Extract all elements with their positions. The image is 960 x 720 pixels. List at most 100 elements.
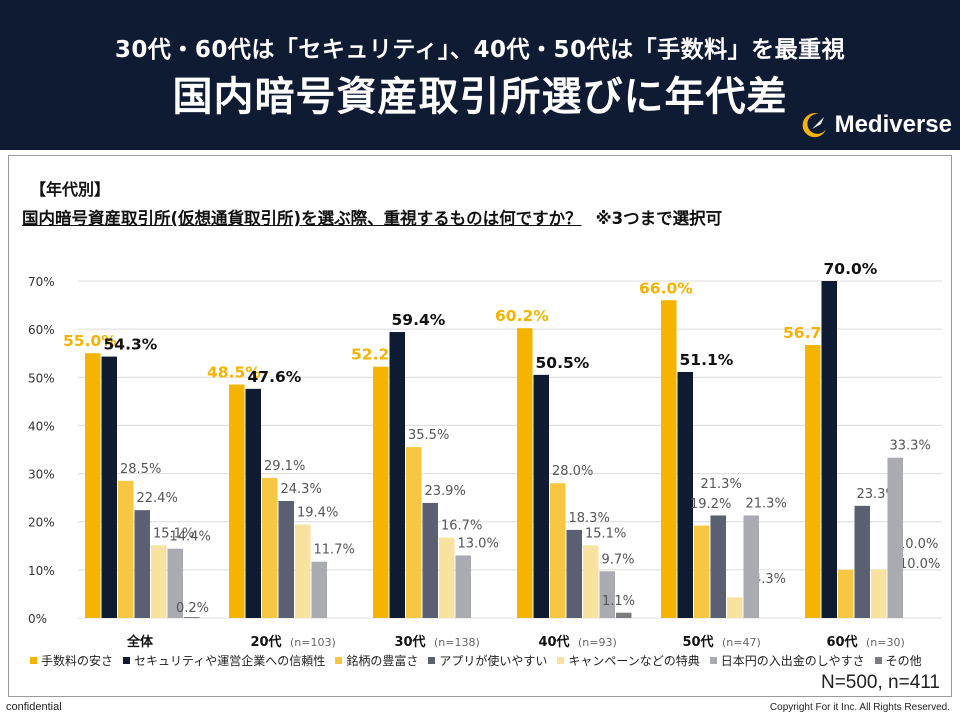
y-tick-label: 40%: [28, 419, 55, 433]
data-label: 21.3%: [701, 477, 742, 492]
bar: [134, 510, 150, 618]
bar: [710, 515, 726, 618]
bar: [85, 353, 101, 618]
bar: [229, 384, 245, 618]
data-label: 15.1%: [585, 526, 626, 541]
data-label: 0.2%: [176, 601, 209, 616]
bar: [101, 356, 117, 618]
data-label: 21.3%: [746, 496, 787, 511]
data-label: 13.0%: [458, 536, 499, 551]
bar: [599, 571, 615, 618]
legend-item: 手数料の安さ: [30, 652, 113, 669]
bar: [184, 617, 200, 618]
bar: [566, 529, 582, 618]
bar: [838, 569, 854, 618]
data-label: 47.6%: [248, 368, 302, 386]
legend-item: キャンペーンなどの特典: [557, 652, 700, 669]
y-tick-label: 10%: [28, 564, 55, 578]
survey-question: 国内暗号資産取引所(仮想通貨取引所)を選ぶ際、重視するものは何ですか？ ※3つまで…: [22, 205, 722, 229]
data-label: 16.7%: [441, 519, 482, 534]
legend-swatch: [874, 657, 882, 664]
data-label: 15.1%: [153, 526, 194, 541]
y-tick-label: 20%: [28, 516, 55, 530]
legend-label: 銘柄の豊富さ: [346, 654, 419, 668]
x-category-label: 20代: [250, 634, 281, 650]
data-label: 33.3%: [890, 439, 931, 454]
legend-label: アプリが使いやすい: [439, 654, 548, 668]
data-label: 55.0%: [63, 332, 117, 350]
legend-swatch: [123, 657, 131, 664]
legend-swatch: [709, 657, 717, 664]
header-banner: [0, 0, 960, 150]
data-label: 59.4%: [392, 311, 446, 329]
bar: [661, 300, 677, 618]
brand-logo: Mediverse: [799, 110, 952, 140]
bar: [118, 480, 134, 618]
legend-swatch: [428, 657, 436, 664]
chart-legend: 手数料の安さ セキュリティや運営企業への信頼性 銘柄の豊富さ アプリが使いやすい キャン…: [30, 652, 932, 669]
data-label: 28.5%: [120, 462, 161, 477]
header-subtitle: 30代・60代は「セキュリティ」、40代・50代は「手数料」を最重視: [114, 37, 846, 63]
data-label: 1.1%: [602, 594, 635, 609]
legend-swatch: [30, 657, 37, 664]
bar: [821, 281, 837, 618]
data-label: 24.3%: [281, 482, 322, 497]
data-label: 23.9%: [425, 484, 466, 499]
bar: [455, 555, 471, 618]
bar: [616, 612, 632, 618]
data-label: 48.5%: [207, 364, 261, 382]
bar: [743, 515, 759, 618]
legend-label: 手数料の安さ: [41, 654, 114, 668]
legend-label: その他: [885, 654, 922, 668]
bar: [278, 501, 294, 618]
data-label: 35.5%: [408, 428, 449, 443]
y-tick-label: 70%: [28, 275, 55, 289]
legend-item: 日本円の入出金のしやすさ: [709, 652, 865, 669]
legend-swatch: [335, 657, 343, 664]
bar: [311, 561, 327, 618]
x-category-label: 30代: [394, 634, 425, 650]
bar: [151, 545, 167, 618]
data-label: 54.3%: [104, 336, 158, 354]
x-category-label: 全体: [126, 634, 154, 650]
legend-label: キャンペーンなどの特典: [568, 654, 700, 668]
data-label: 51.1%: [680, 351, 734, 369]
legend-item: 銘柄の豊富さ: [335, 652, 418, 669]
data-label: 50.5%: [536, 354, 590, 372]
bar: [439, 537, 455, 618]
legend-swatch: [557, 657, 565, 664]
bar: [406, 447, 422, 618]
data-label: 14.4%: [170, 530, 211, 545]
legend-label: セキュリティや運営企業への信頼性: [134, 654, 326, 668]
question-note: ※3つまで選択可: [595, 209, 723, 228]
bar: [389, 332, 405, 618]
data-label: 19.2%: [690, 497, 731, 512]
bar: [295, 524, 311, 618]
data-label: 23.3%: [857, 487, 898, 502]
data-label: 10.0%: [897, 537, 938, 552]
x-category-note: (n=138): [434, 636, 480, 649]
data-label: 60.2%: [495, 307, 549, 325]
data-label: 11.7%: [314, 543, 355, 558]
bar: [871, 569, 887, 618]
legend-item: アプリが使いやすい: [428, 652, 547, 669]
bar: [533, 374, 549, 618]
data-label: 4.3%: [753, 572, 786, 587]
bar: [887, 457, 903, 618]
bar: [550, 483, 566, 618]
data-label: 22.4%: [137, 491, 178, 506]
bar: [373, 366, 389, 618]
bar: [727, 597, 743, 618]
data-label: 10.0%: [899, 557, 940, 572]
bar: [694, 525, 710, 618]
y-tick-label: 60%: [28, 323, 55, 337]
data-label: 9.7%: [602, 552, 635, 567]
segment-tag: 【年代別】: [30, 180, 111, 199]
y-tick-label: 30%: [28, 468, 55, 482]
legend-label: 日本円の入出金のしやすさ: [720, 654, 865, 668]
bar: [422, 502, 438, 618]
data-label: 18.3%: [569, 511, 610, 526]
bar: [677, 371, 693, 618]
bar: [854, 505, 870, 618]
